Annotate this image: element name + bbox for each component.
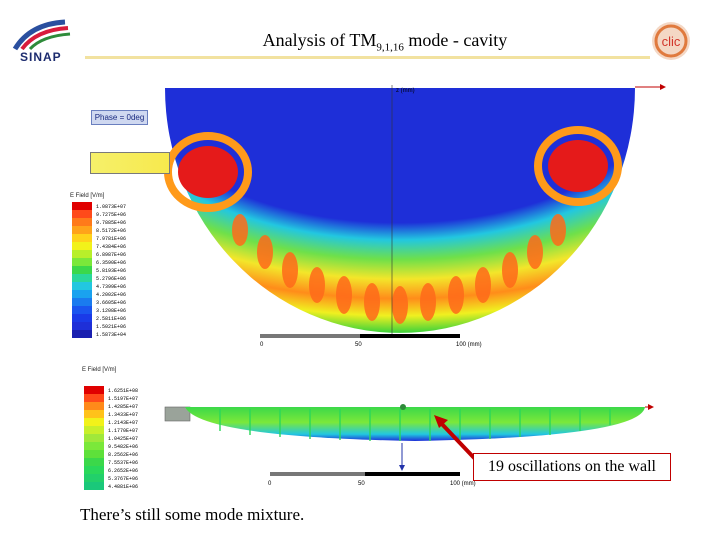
bottom-legend-value: 1.2143E+07 — [108, 420, 138, 426]
top-legend-value: 8.5172E+06 — [96, 228, 126, 234]
bottom-legend-value: 5.3767E+06 — [108, 476, 138, 482]
bottom-field-plot: 0 50 100 (mm) — [164, 404, 654, 487]
sinap-logo-text: SINAP — [20, 50, 62, 64]
slide-title: Analysis of TM9,1,16 mode - cavity — [150, 30, 620, 54]
bottom-scale-0: 0 — [268, 481, 272, 487]
bottom-legend-value: 9.5482E+06 — [108, 444, 138, 450]
bottom-legend-value: 1.6251E+08 — [108, 388, 138, 394]
bottom-legend-title: E Field [V/m] — [82, 367, 117, 373]
top-scale-0: 0 — [260, 342, 264, 348]
bottom-legend-value: 4.4881E+06 — [108, 484, 138, 490]
top-field-plot: z (mm) 0 50 100 (mm) — [164, 84, 666, 348]
title-underline — [85, 56, 650, 59]
top-legend-value: 6.3590E+06 — [96, 260, 126, 266]
bottom-legend-value: 8.2562E+06 — [108, 452, 138, 458]
axis-label: z (mm) — [396, 88, 415, 94]
top-legend-value: 1.5873E+04 — [96, 332, 126, 338]
bottom-scale-50: 50 — [358, 481, 365, 487]
top-legend: 1.0873E+07 9.7275E+06 9.7885E+06 8.5172E… — [72, 202, 126, 338]
top-legend-value: 6.8987E+06 — [96, 252, 126, 258]
bottom-legend-value: 7.5537E+06 — [108, 460, 138, 466]
hotspot-right — [548, 140, 608, 192]
clic-logo: clic — [652, 22, 690, 60]
top-legend-title: E Field [V/m] — [70, 193, 105, 199]
bottom-legend-swatches — [84, 386, 104, 490]
title-main: Analysis of TM — [262, 30, 377, 50]
title-tail: mode - cavity — [403, 30, 508, 50]
title-subscript: 9,1,16 — [376, 41, 404, 54]
top-legend-value: 2.5811E+06 — [96, 316, 126, 322]
bottom-oscillation-bands — [219, 409, 611, 441]
bottom-legend-value: 6.2652E+06 — [108, 468, 138, 474]
bottom-legend: 1.6251E+08 1.5197E+07 1.4285E+07 1.3433E… — [84, 386, 138, 490]
top-legend-value: 7.4384E+06 — [96, 244, 126, 250]
bottom-legend-value: 1.1770E+07 — [108, 428, 138, 434]
oscillation-callout: 19 oscillations on the wall — [473, 453, 671, 481]
top-legend-value: 7.9781E+06 — [96, 236, 126, 242]
flat-cavity-field — [185, 407, 645, 441]
top-legend-value: 3.1208E+06 — [96, 308, 126, 314]
top-legend-value: 3.6605E+06 — [96, 300, 126, 306]
wall-oscillation-lobes — [232, 214, 566, 324]
callout-arrow — [434, 415, 480, 464]
top-scale-100: 100 (mm) — [456, 342, 482, 348]
top-legend-values: 1.0873E+07 9.7275E+06 9.7885E+06 8.5172E… — [96, 204, 126, 338]
bottom-legend-value: 1.3433E+07 — [108, 412, 138, 418]
top-legend-value: 1.0873E+07 — [96, 204, 126, 210]
clic-logo-text: clic — [662, 34, 681, 49]
top-legend-value: 5.2796E+06 — [96, 276, 126, 282]
top-legend-value: 5.8193E+06 — [96, 268, 126, 274]
top-scale-50: 50 — [355, 342, 362, 348]
coupler-port — [90, 152, 170, 174]
bottom-scale-100: 100 (mm) — [450, 481, 476, 487]
top-legend-swatches — [72, 202, 92, 338]
top-legend-value: 4.7399E+06 — [96, 284, 126, 290]
bottom-legend-value: 1.0425E+07 — [108, 436, 138, 442]
footer-note: There’s still some mode mixture. — [80, 505, 305, 524]
bottom-legend-values: 1.6251E+08 1.5197E+07 1.4285E+07 1.3433E… — [108, 388, 138, 490]
sinap-logo-mark — [12, 19, 71, 51]
top-legend-value: 4.2002E+06 — [96, 292, 126, 298]
bottom-legend-value: 1.4285E+07 — [108, 404, 138, 410]
top-legend-value: 9.7275E+06 — [96, 212, 126, 218]
bottom-legend-value: 1.5197E+07 — [108, 396, 138, 402]
top-legend-value: 1.5021E+06 — [96, 324, 126, 330]
phase-label: Phase = 0deg — [91, 110, 148, 125]
hotspot-left — [178, 146, 238, 198]
top-legend-value: 9.7885E+06 — [96, 220, 126, 226]
